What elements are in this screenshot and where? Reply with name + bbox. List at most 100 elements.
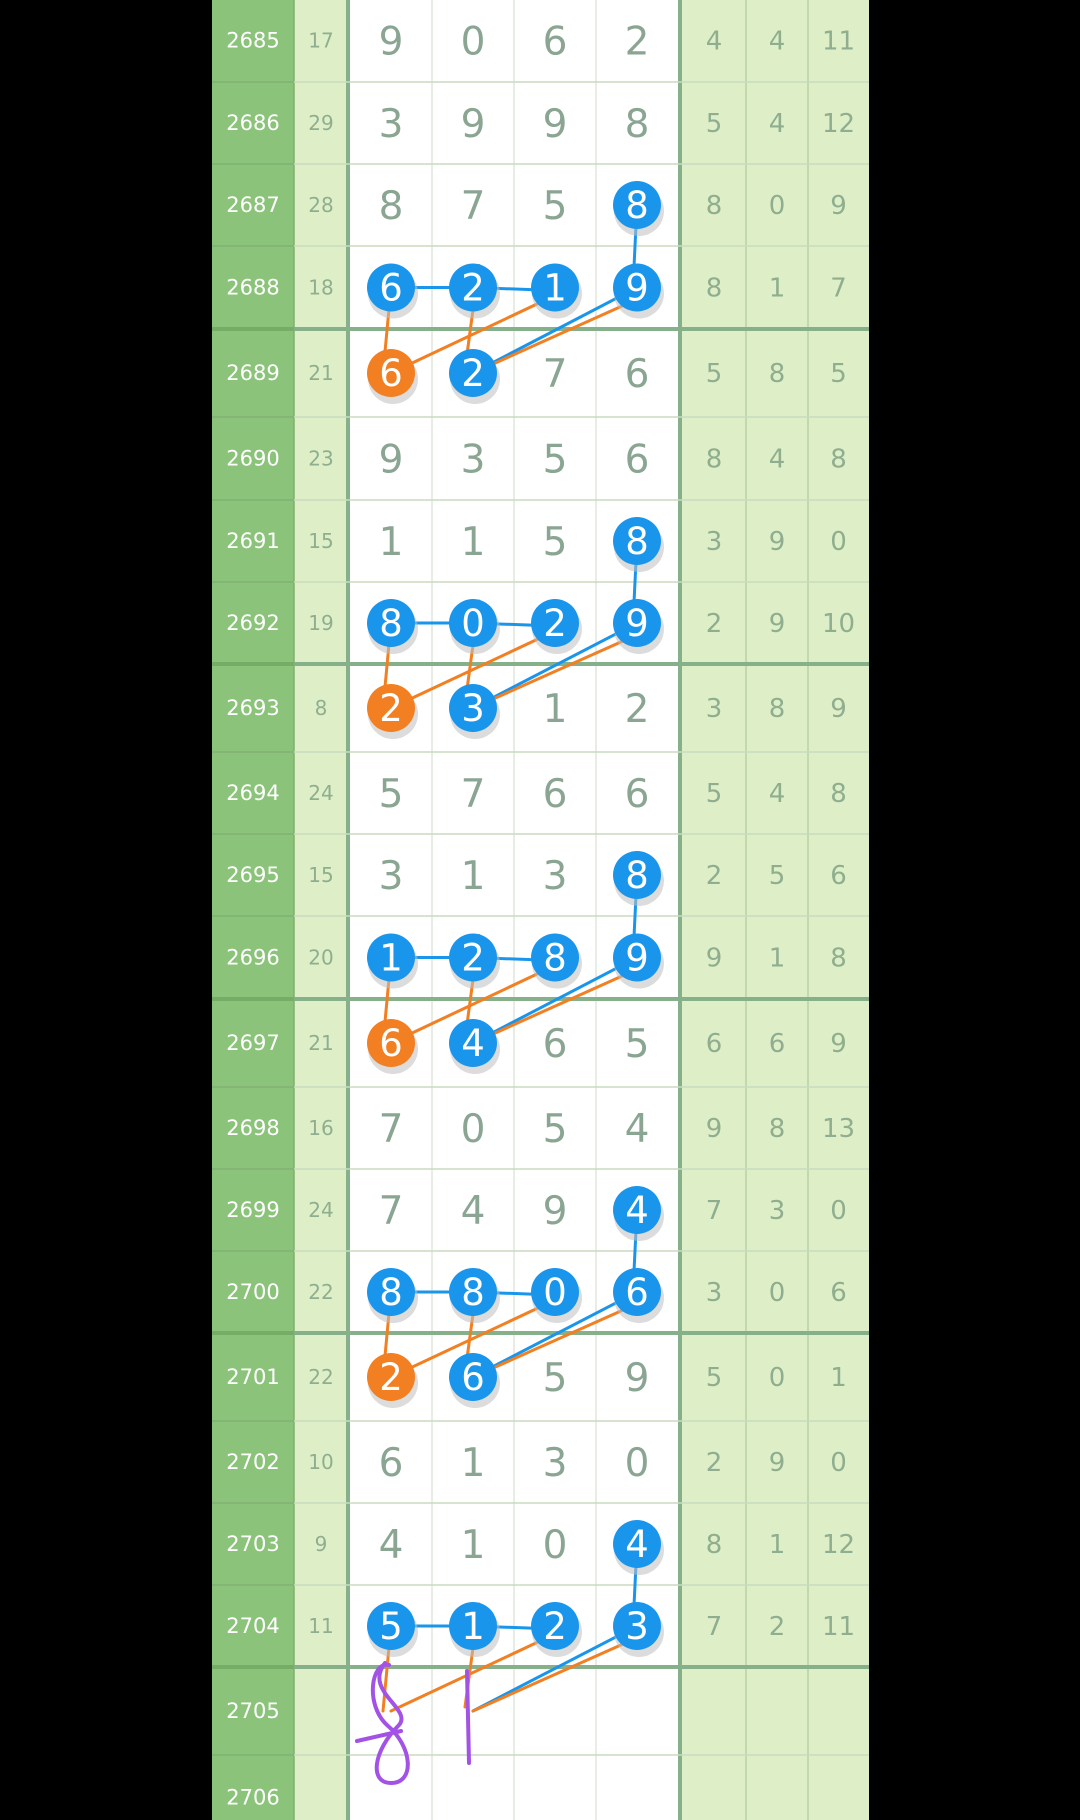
extra-value: 11: [822, 1612, 855, 1642]
issue-number: 2696: [226, 946, 279, 970]
digit-value: 8: [379, 602, 403, 645]
blue-ball: [613, 1520, 661, 1568]
digit-value: 1: [543, 687, 568, 732]
sum-value: 29: [308, 111, 333, 135]
extra-value: 3: [706, 527, 723, 557]
trend-line-orange: [389, 1298, 557, 1379]
orange-ball: [367, 684, 415, 732]
extra-value: 6: [706, 1029, 723, 1059]
digit-value: 9: [625, 602, 649, 645]
issue-number: 2693: [226, 696, 279, 720]
digit-value: 6: [625, 352, 650, 397]
extra-value: 12: [822, 1530, 855, 1560]
extra-column-bg: [680, 0, 869, 1820]
issue-number: 2692: [226, 611, 279, 635]
extra-value: 2: [769, 1612, 786, 1642]
table-row: 2701 22 2 6 5 9 5 0 1: [226, 1353, 847, 1408]
sum-value: 15: [308, 529, 333, 553]
sum-value: 24: [308, 1198, 333, 1222]
extra-value: 5: [706, 779, 723, 809]
digit-value: 8: [625, 520, 649, 563]
issue-column-bg: [212, 0, 294, 1820]
table-row: 2706: [226, 1786, 279, 1810]
blue-ball: [367, 263, 415, 312]
digit-value: 8: [625, 184, 649, 227]
digit-value: 3: [461, 687, 485, 730]
extra-value: 7: [706, 1612, 723, 1642]
digit-value: 6: [461, 1356, 485, 1399]
blue-ball: [613, 1268, 661, 1316]
digit-value: 3: [543, 854, 568, 899]
extra-value: 9: [706, 1114, 723, 1144]
digit-value: 4: [461, 1189, 486, 1234]
blue-ball: [531, 1268, 579, 1316]
extra-value: 8: [706, 1530, 723, 1560]
table-row: 2704 11 5 1 2 3 7 2 11: [226, 1602, 855, 1657]
digit-value: 6: [379, 1441, 404, 1486]
digit-value: 2: [379, 687, 403, 730]
digit-value: 2: [543, 1605, 567, 1648]
extra-value: 12: [822, 109, 855, 139]
issue-number: 2695: [226, 863, 279, 887]
blue-ball: [367, 1268, 415, 1316]
issue-number: 2688: [226, 276, 279, 300]
blue-ball: [449, 599, 497, 647]
blue-ball: [449, 349, 497, 397]
digit-value: 8: [379, 1271, 403, 1314]
issue-number: 2699: [226, 1198, 279, 1222]
orange-ball: [367, 349, 415, 397]
table-row: 2691 15 1 1 5 8 3 9 0: [226, 517, 847, 572]
digit-value: 5: [625, 1022, 650, 1067]
sum-value: 22: [308, 1365, 333, 1389]
trend-line-orange: [389, 294, 557, 375]
blue-ball: [367, 933, 415, 982]
sum-value: 21: [308, 361, 333, 385]
extra-value: 0: [830, 527, 847, 557]
digit-value: 6: [625, 772, 650, 817]
digit-value: 3: [625, 1605, 649, 1648]
sum-column-bg: [294, 0, 348, 1820]
extra-value: 7: [706, 1196, 723, 1226]
digit-value: 2: [625, 687, 650, 732]
issue-number: 2685: [226, 29, 279, 53]
digit-value: 9: [543, 1189, 568, 1234]
extra-value: 9: [769, 609, 786, 639]
digit-value: 7: [379, 1189, 404, 1234]
trend-line-orange: [389, 1632, 557, 1713]
digit-value: 1: [461, 1441, 486, 1486]
digit-value: 4: [461, 1022, 485, 1065]
digit-value: 6: [543, 1022, 568, 1067]
digit-value: 9: [379, 20, 404, 65]
digit-value: 5: [379, 1605, 403, 1648]
sum-value: 8: [315, 696, 328, 720]
table-row: 2685 17 9 0 6 2 4 4 11: [226, 20, 855, 65]
issue-number: 2703: [226, 1532, 279, 1556]
issue-number: 2706: [226, 1786, 279, 1810]
issue-number: 2687: [226, 193, 279, 217]
blue-ball: [531, 599, 579, 647]
issue-number: 2697: [226, 1031, 279, 1055]
trend-line-blue: [471, 1290, 639, 1379]
table-row: 2688 18 6 2 1 9 8 1 7: [226, 263, 847, 319]
trend-line-blue: [471, 286, 639, 375]
extra-value: 8: [830, 445, 847, 475]
blue-ball: [613, 851, 661, 899]
sum-value: 20: [308, 946, 333, 970]
extra-value: 11: [822, 27, 855, 57]
digit-value: 8: [461, 1271, 485, 1314]
blue-ball: [613, 517, 661, 565]
digit-value: 0: [461, 602, 485, 645]
digit-value: 0: [543, 1523, 568, 1568]
digit-value: 2: [543, 602, 567, 645]
blue-ball: [449, 1353, 497, 1401]
extra-value: 4: [769, 27, 786, 57]
digit-value: 8: [625, 102, 650, 147]
extra-value: 4: [769, 445, 786, 475]
digit-value: 1: [461, 854, 486, 899]
digit-value: 1: [461, 520, 486, 565]
digit-value: 7: [543, 352, 568, 397]
extra-value: 1: [769, 1530, 786, 1560]
blue-ball: [449, 933, 497, 982]
digit-value: 4: [379, 1523, 404, 1568]
digit-value: 1: [461, 1605, 485, 1648]
